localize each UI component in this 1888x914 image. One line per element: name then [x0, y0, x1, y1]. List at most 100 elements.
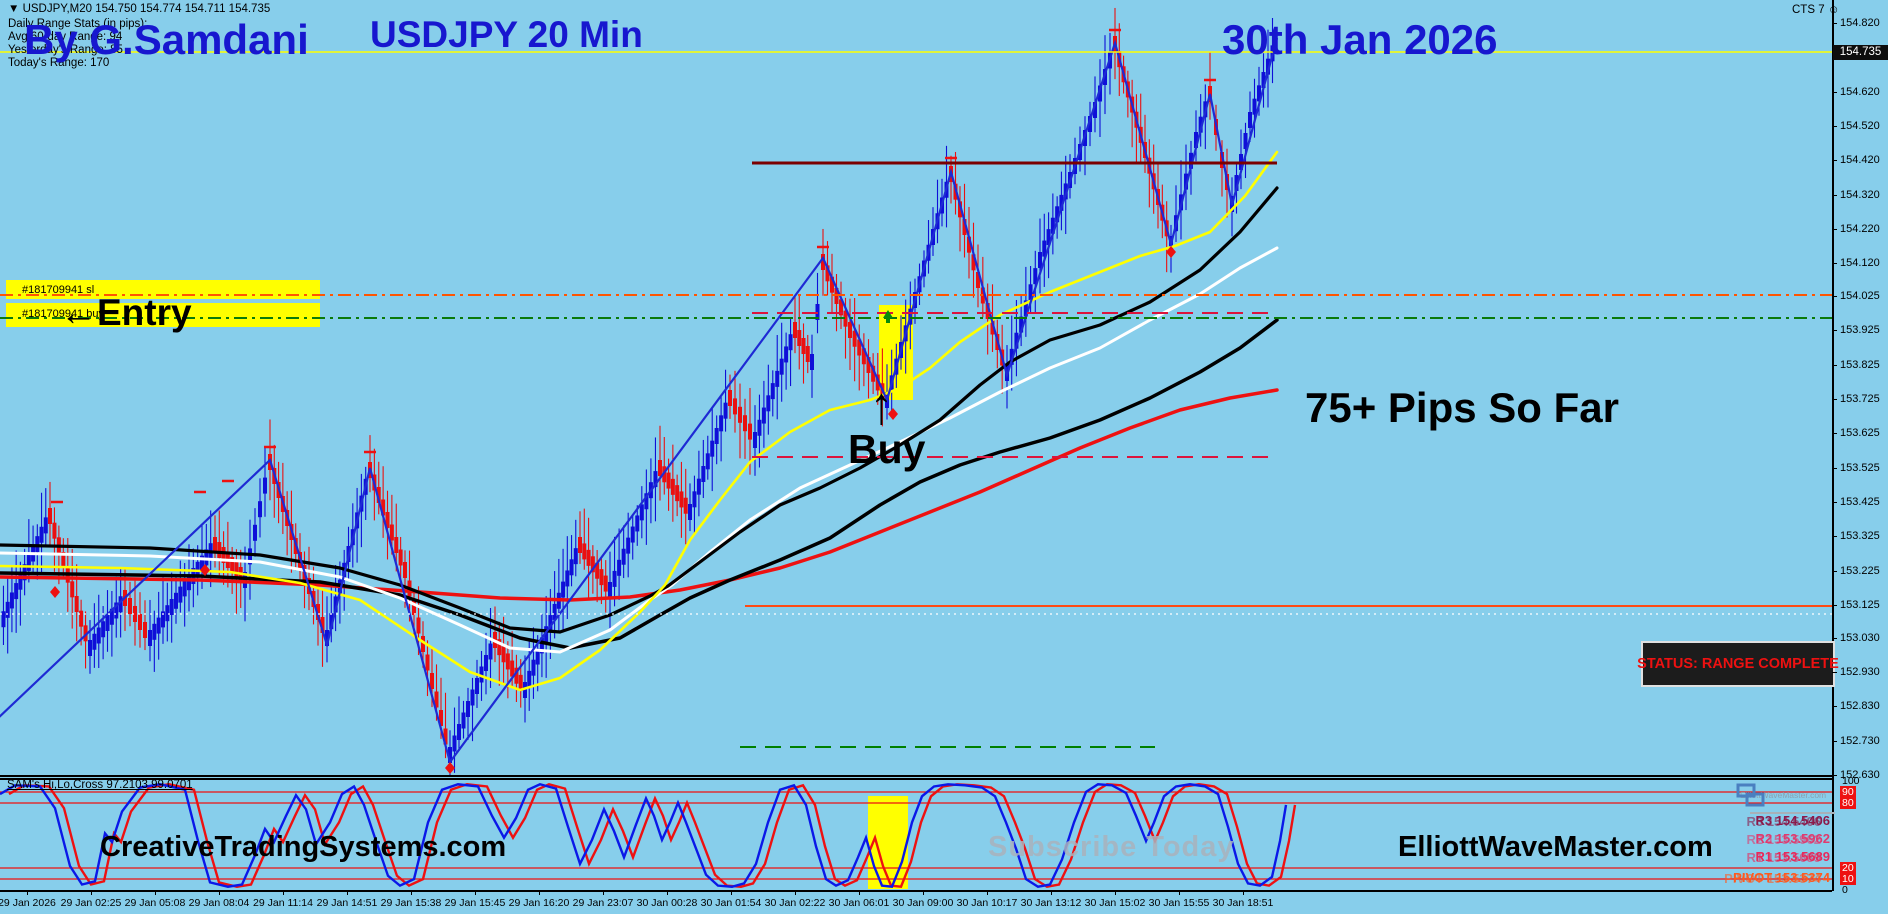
price-axis[interactable]: 154.820154.720154.620154.520154.420154.3…	[1832, 0, 1888, 891]
panel-separator-top[interactable]	[0, 775, 1832, 777]
price-tick-mark	[1832, 502, 1837, 503]
status-badge: STATUS: RANGE COMPLETE	[1637, 641, 1839, 687]
time-tick-label: 30 Jan 01:54	[700, 897, 762, 909]
time-tick-mark	[1243, 891, 1244, 895]
price-tick-label: 153.325	[1840, 530, 1880, 542]
time-tick-label: 30 Jan 10:17	[956, 897, 1018, 909]
black-slow-ma	[0, 318, 1279, 650]
time-tick-mark	[795, 891, 796, 895]
time-tick-mark	[731, 891, 732, 895]
time-tick-label: 30 Jan 06:01	[828, 897, 890, 909]
price-tick-mark	[1832, 536, 1837, 537]
buy-arrow-icon: ↑	[870, 375, 893, 435]
time-tick-mark	[475, 891, 476, 895]
time-tick-label: 29 Jan 05:08	[124, 897, 186, 909]
right-watermark: ElliottWaveMaster.com	[1398, 831, 1713, 863]
time-tick-mark	[1051, 891, 1052, 895]
buy-annotation: Buy	[848, 426, 926, 472]
price-tick-label: 153.525	[1840, 462, 1880, 474]
price-tick-mark	[1832, 433, 1837, 434]
time-tick-label: 30 Jan 00:28	[636, 897, 698, 909]
time-tick-mark	[155, 891, 156, 895]
time-tick-label: 29 Jan 15:45	[444, 897, 506, 909]
time-axis[interactable]: 29 Jan 2026 29 Jan 02:25 29 Jan 05:08 29 Ja…	[0, 891, 1888, 914]
price-tick-label: 153.125	[1840, 599, 1880, 611]
current-price-box: 154.735	[1833, 45, 1888, 60]
price-tick-mark	[1832, 229, 1837, 230]
order-buy-label[interactable]: #181709941 buy	[22, 308, 104, 320]
price-tick-mark	[1832, 330, 1837, 331]
link-icon[interactable]	[1736, 783, 1768, 809]
cts-badge: CTS 7 ☺	[1792, 4, 1840, 16]
price-axis-border	[1832, 0, 1834, 891]
yellow-fast-ma	[0, 150, 1279, 692]
price-tick-label: 153.625	[1840, 427, 1880, 439]
time-tick-label: 30 Jan 15:02	[1084, 897, 1146, 909]
price-tick-label: 153.825	[1840, 359, 1880, 371]
oscillator-scale-label: 100	[1842, 775, 1860, 787]
time-tick-label: 30 Jan 15:55	[1148, 897, 1210, 909]
panel-bottom-border	[0, 890, 1832, 892]
time-tick-label: 30 Jan 13:12	[1020, 897, 1082, 909]
oscillator-scale-label: 80	[1840, 797, 1856, 809]
time-tick-label: 30 Jan 02:22	[764, 897, 826, 909]
red-slow-ma	[0, 388, 1279, 602]
oscillator-label: SAM's Hi,Lo,Cross 97.2103 99.0701	[7, 779, 193, 791]
time-tick-mark	[987, 891, 988, 895]
pips-annotation: 75+ Pips So Far	[1305, 384, 1619, 431]
order-sl-label[interactable]: #181709941 sl	[22, 284, 95, 296]
black-fast-ma	[0, 186, 1279, 634]
price-tick-label: 154.520	[1840, 120, 1880, 132]
time-tick-mark	[219, 891, 220, 895]
panel-separator-bottom	[0, 778, 1832, 780]
oscillator-blue-line	[0, 782, 1288, 889]
price-tick-label: 154.620	[1840, 86, 1880, 98]
price-tick-mark	[1832, 605, 1837, 606]
price-tick-mark	[1832, 365, 1837, 366]
price-tick-mark	[1832, 399, 1837, 400]
price-tick-mark	[1832, 263, 1837, 264]
subscribe-watermark: Subscribe Today	[988, 831, 1235, 863]
pivot-level-label: PIVOT 153.5374	[1733, 870, 1830, 885]
byline-text: By G.Samdani	[24, 16, 309, 63]
time-tick-label: 30 Jan 18:51	[1212, 897, 1274, 909]
oscillator-scale-label: 90	[1840, 786, 1856, 798]
time-tick-label: 29 Jan 14:51	[316, 897, 378, 909]
entry-oscillator-highlight	[868, 796, 908, 889]
price-tick-mark	[1832, 23, 1837, 24]
price-tick-mark	[1832, 775, 1837, 776]
price-tick-mark	[1832, 92, 1837, 93]
time-tick-mark	[1115, 891, 1116, 895]
signal-diamond-marker	[445, 762, 455, 774]
panel-mini-watermark: ElliottWaveMaster.com	[1740, 790, 1827, 800]
oscillator-scale-label: 0	[1842, 884, 1848, 896]
price-tick-label: 152.830	[1840, 700, 1880, 712]
price-tick-label: 154.220	[1840, 223, 1880, 235]
signal-diamond-marker	[200, 564, 210, 576]
price-tick-label: 153.925	[1840, 324, 1880, 336]
time-tick-mark	[1179, 891, 1180, 895]
price-tick-label: 152.730	[1840, 735, 1880, 747]
time-tick-mark	[859, 891, 860, 895]
chart-title: USDJPY 20 Min	[370, 14, 643, 55]
price-tick-label: 153.725	[1840, 393, 1880, 405]
price-tick-label: 154.120	[1840, 257, 1880, 269]
price-tick-mark	[1832, 638, 1837, 639]
time-tick-mark	[667, 891, 668, 895]
left-watermark: CreativeTradingSystems.com	[100, 831, 507, 863]
pivot-level-label: R1 153.5689	[1755, 849, 1830, 864]
oscillator-red-line	[8, 782, 1297, 889]
time-tick-label: 29 Jan 16:20	[508, 897, 570, 909]
signal-diamond-marker	[50, 586, 60, 598]
entry-annotation: ←Entry	[60, 292, 192, 333]
time-tick-mark	[27, 891, 28, 895]
price-tick-label: 152.930	[1840, 666, 1880, 678]
signal-diamond-marker	[1166, 246, 1176, 258]
price-tick-label: 154.420	[1840, 154, 1880, 166]
time-tick-label: 29 Jan 02:25	[60, 897, 122, 909]
price-tick-label: 153.425	[1840, 496, 1880, 508]
time-tick-label: 30 Jan 09:00	[892, 897, 954, 909]
zigzag-trend-line	[0, 37, 1279, 765]
time-tick-label: 29 Jan 23:07	[572, 897, 634, 909]
